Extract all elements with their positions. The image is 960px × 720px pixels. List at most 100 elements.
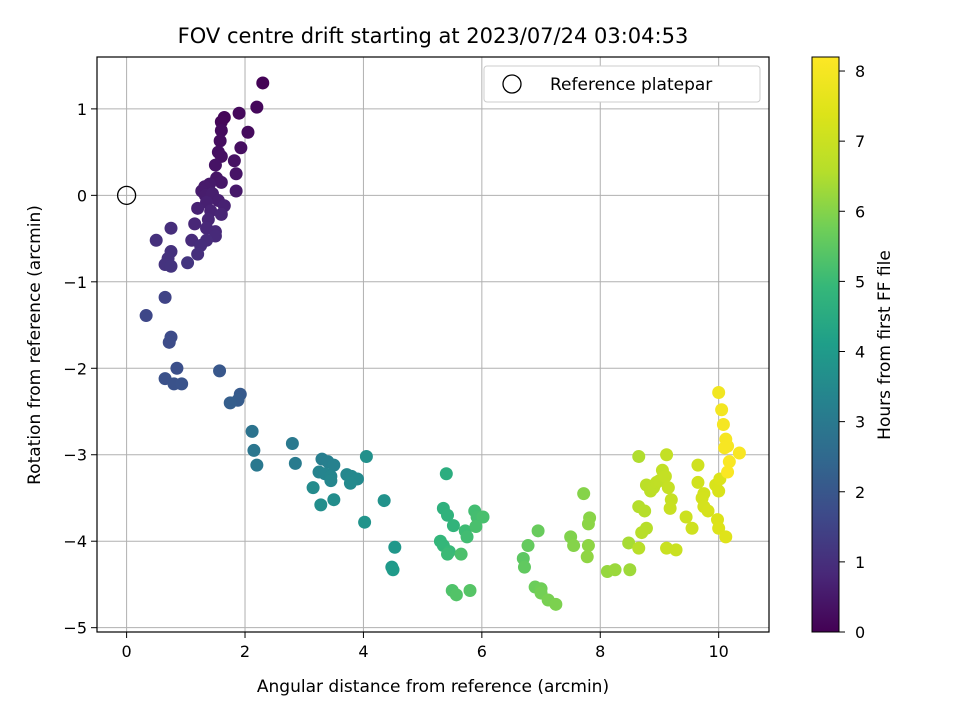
colorbar-ticks: 0 1 2 3 4 5 6 7 8 [839,62,865,642]
data-point [149,233,163,247]
data-point [712,521,726,535]
colorbar [811,56,840,633]
data-point [517,560,531,574]
colorbar-tick-label: 1 [855,553,865,572]
y-tick-label: −5 [63,619,87,638]
colorbar-tick-label: 8 [855,62,865,81]
data-point [732,446,746,460]
y-axis-title: Rotation from reference (arcmin) [25,205,45,485]
data-point [632,541,646,555]
data-point [314,498,328,512]
data-point [463,583,477,597]
data-point [306,481,320,495]
data-point [386,563,400,577]
data-point [288,456,302,470]
data-point [679,510,693,524]
data-point [377,494,391,508]
colorbar-tick-label: 6 [855,202,865,221]
data-point [721,465,735,479]
data-point [232,106,246,120]
data-point [358,515,372,529]
x-axis-ticks: 0 2 4 6 8 10 [122,632,729,661]
data-point [158,290,172,304]
data-point [139,309,153,323]
legend-box [483,65,761,103]
data-point [181,256,195,270]
grid-lines [97,57,769,632]
x-tick-label: 10 [708,642,728,661]
data-point [441,547,455,561]
data-point [712,484,726,498]
x-axis-title: Angular distance from reference (arcmin) [257,677,609,697]
plot-frame [96,56,770,633]
data-point [214,207,228,221]
data-point [454,547,468,561]
data-point [343,476,357,490]
y-tick-label: 0 [77,186,87,205]
data-point [622,536,636,550]
data-point [469,520,483,534]
data-point [715,403,729,417]
data-point [188,217,202,231]
data-point [162,335,176,349]
data-point [581,517,595,531]
data-point [324,474,338,488]
data-point [685,521,699,535]
data-point [716,417,730,431]
y-axis-ticks: 1 0 −1 −2 −3 −4 −5 [63,100,97,638]
data-point [719,530,733,544]
data-point [250,100,264,114]
data-point [669,543,683,557]
colorbar-tick-label: 2 [855,483,865,502]
data-point [256,76,270,90]
data-point [567,539,581,553]
data-point [229,184,243,198]
data-point [632,449,646,463]
data-point [712,385,726,399]
data-point [661,481,675,495]
data-point [441,508,455,522]
x-tick-label: 2 [240,642,250,661]
colorbar-tick-label: 3 [855,413,865,432]
data-point [175,377,189,391]
data-point [234,141,248,155]
data-point [191,201,205,215]
chart-title: FOV centre drift starting at 2023/07/24 … [178,24,689,48]
data-point [663,501,677,515]
data-point [213,134,227,148]
data-point [446,519,460,533]
data-point [439,467,453,481]
colorbar-title: Hours from first FF file [875,250,895,440]
data-point [214,175,228,189]
data-point [250,458,264,472]
data-point [635,526,649,540]
legend-marker-reference [502,74,522,94]
reference-platepar-marker [116,185,137,205]
data-point [521,539,535,553]
data-point [638,504,652,518]
data-point [449,588,463,602]
y-tick-label: −1 [63,273,87,292]
x-tick-label: 4 [358,642,368,661]
data-points [139,76,746,611]
data-point [460,530,474,544]
data-point [285,437,299,451]
data-point [580,550,594,564]
data-point [229,167,243,181]
data-point [191,247,205,261]
data-point [718,441,732,455]
legend-label-reference: Reference platepar [550,75,712,95]
x-tick-label: 6 [477,642,487,661]
data-point [164,221,178,235]
data-point [327,458,341,472]
data-point [208,158,222,172]
data-point [164,259,178,273]
data-point [214,123,228,137]
data-point [658,469,672,483]
data-point [476,510,490,524]
data-point [691,458,705,472]
y-tick-label: −4 [63,532,87,551]
data-point [577,487,591,501]
data-point [581,539,595,553]
